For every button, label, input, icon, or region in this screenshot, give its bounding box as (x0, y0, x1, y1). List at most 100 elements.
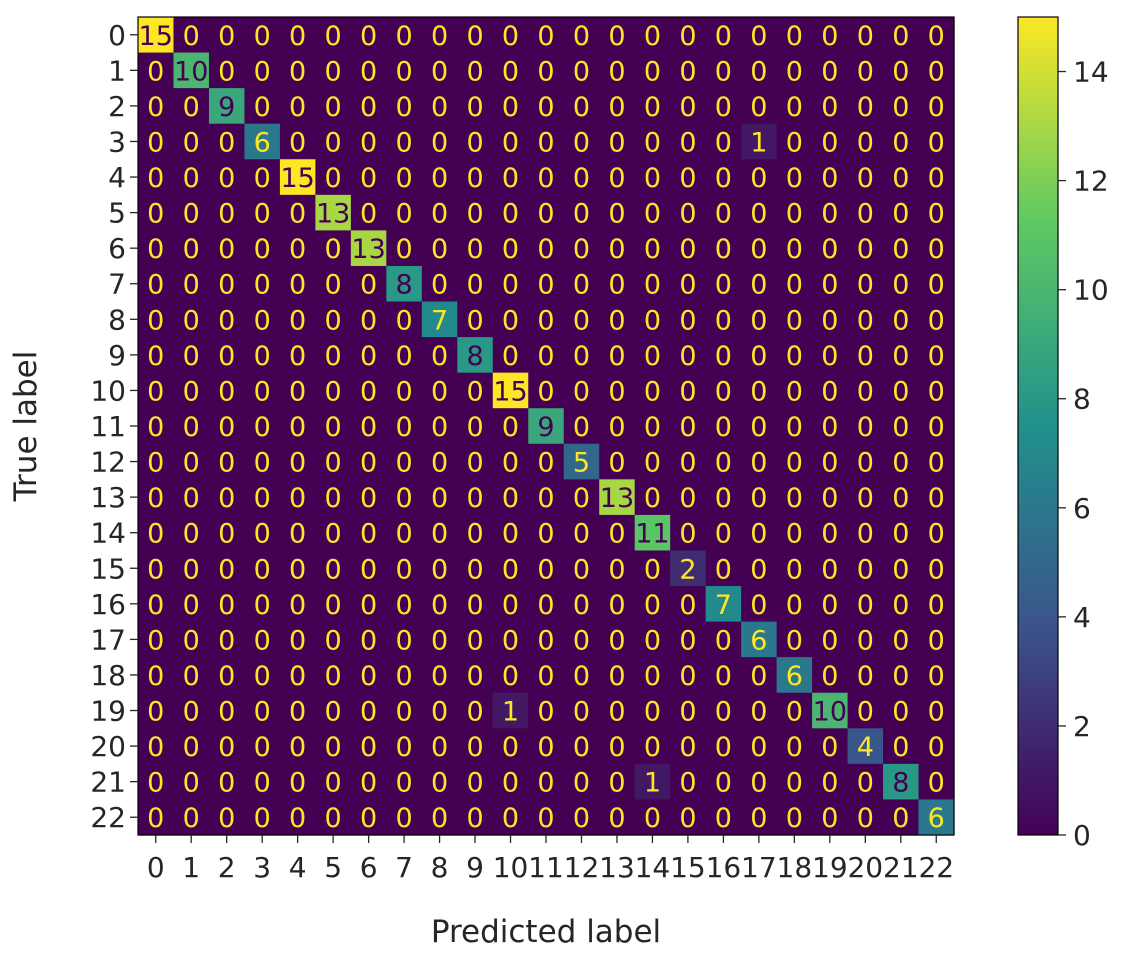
heatmap-cell (599, 265, 636, 303)
x-tick-label: 3 (253, 851, 271, 884)
cell-value-label: 0 (786, 376, 803, 407)
heatmap-cell (883, 586, 920, 623)
cell-value-label: 0 (431, 270, 448, 301)
cell-value-label: 0 (218, 697, 235, 728)
cell-value-label: 0 (821, 625, 838, 656)
heatmap-cell (350, 621, 387, 658)
heatmap-cell (492, 657, 529, 694)
cell-value-label: 0 (466, 305, 483, 336)
x-tick-label: 0 (147, 851, 165, 884)
cell-value-label: 0 (147, 270, 164, 301)
heatmap-cell (528, 479, 565, 516)
cell-value-label: 0 (147, 412, 164, 443)
cell-value-label: 0 (715, 56, 732, 87)
heatmap-cell (315, 479, 352, 516)
cell-value-label: 0 (679, 519, 696, 550)
cell-value-label: 0 (218, 270, 235, 301)
cell-value-label: 0 (892, 163, 909, 194)
cell-value-label: 0 (325, 519, 342, 550)
cell-value-label: 0 (254, 519, 271, 550)
y-tick-label: 11 (90, 410, 126, 443)
heatmap-cell (279, 408, 316, 445)
heatmap-cell (634, 230, 671, 267)
x-tick-label: 9 (466, 851, 484, 884)
cell-value-label: 0 (928, 376, 945, 407)
cell-value-label: 0 (928, 56, 945, 87)
heatmap-cell (670, 692, 707, 729)
cell-value-label: 0 (857, 448, 874, 479)
heatmap-cell (634, 479, 671, 516)
heatmap-cell (563, 586, 600, 623)
cell-value-label: 0 (183, 625, 200, 656)
cell-value-label: 0 (892, 732, 909, 763)
cell-value-label: 0 (183, 234, 200, 265)
cell-value-label: 0 (644, 661, 661, 692)
heatmap-cell (315, 372, 352, 409)
heatmap-cell (528, 514, 565, 552)
cell-value-label: 0 (679, 21, 696, 52)
heatmap-cell (386, 123, 423, 160)
heatmap-cell (776, 763, 813, 801)
cell-value-label: 0 (928, 127, 945, 158)
cell-value-label: 0 (502, 305, 519, 336)
heatmap-cell (492, 52, 529, 89)
heatmap-cell (315, 728, 352, 765)
heatmap-cell (386, 728, 423, 765)
cell-value-label: 0 (857, 163, 874, 194)
cell-value-label: 0 (644, 697, 661, 728)
cell-value-label: 0 (608, 697, 625, 728)
cell-value-label: 7 (715, 590, 732, 621)
cell-value-label: 1 (750, 127, 767, 158)
heatmap-cell (847, 586, 884, 623)
heatmap-cell (705, 123, 742, 160)
cell-value-labels: 15 0 0 0 0 0 0 0 0 0 0 0 0 0 0 0 0 0 0 0 0 0 00 10 0 0 0 0 0 0 0 0 0 0 0 0 0… (139, 21, 945, 834)
heatmap-cell (173, 194, 210, 231)
cell-value-label: 0 (218, 56, 235, 87)
heatmap-cell (208, 763, 246, 801)
cell-value-label: 0 (360, 412, 377, 443)
cell-value-label: 0 (892, 376, 909, 407)
cell-value-label: 0 (821, 163, 838, 194)
heatmap-cell (918, 408, 955, 445)
heatmap-cell (918, 17, 955, 54)
heatmap-cell (776, 194, 813, 231)
heatmap-cell (741, 265, 778, 303)
heatmap-cell (315, 265, 352, 303)
heatmap-cell (350, 479, 387, 516)
heatmap-cell (244, 550, 281, 587)
cell-value-label: 0 (218, 590, 235, 621)
cell-value-label: 0 (325, 803, 342, 834)
heatmap-cell (776, 123, 813, 160)
colorbar-tick-label: 12 (1073, 165, 1109, 198)
heatmap-cell (457, 123, 494, 160)
cell-value-label: 0 (254, 768, 271, 799)
heatmap-cell (812, 194, 849, 231)
heatmap-cell (421, 550, 458, 587)
heatmap-cell (705, 479, 742, 516)
cell-value-label: 0 (679, 305, 696, 336)
heatmap-cell (847, 194, 884, 231)
cell-value-label: 0 (608, 92, 625, 123)
cell-value-label: 0 (254, 448, 271, 479)
cell-value-label: 0 (715, 519, 732, 550)
cell-value-label: 0 (218, 625, 235, 656)
cell-value-label: 0 (857, 56, 874, 87)
cell-value-label: 0 (573, 21, 590, 52)
heatmap-cell (741, 123, 778, 160)
cell-value-label: 0 (644, 270, 661, 301)
heatmap-cell (563, 763, 600, 801)
cell-value-label: 0 (537, 768, 554, 799)
heatmap-cell (138, 657, 175, 694)
colorbar-tick-label: 14 (1073, 56, 1109, 89)
heatmap-cell (386, 657, 423, 694)
cell-value-label: 0 (395, 768, 412, 799)
cell-value-label: 0 (325, 21, 342, 52)
heatmap-cell (847, 799, 884, 836)
heatmap-cell (350, 372, 387, 409)
cell-value-label: 0 (325, 625, 342, 656)
cell-value-label: 0 (360, 625, 377, 656)
cell-value-label: 0 (892, 21, 909, 52)
y-tick-label: 17 (90, 623, 126, 656)
cell-value-label: 0 (821, 127, 838, 158)
heatmap-cell (350, 799, 387, 836)
